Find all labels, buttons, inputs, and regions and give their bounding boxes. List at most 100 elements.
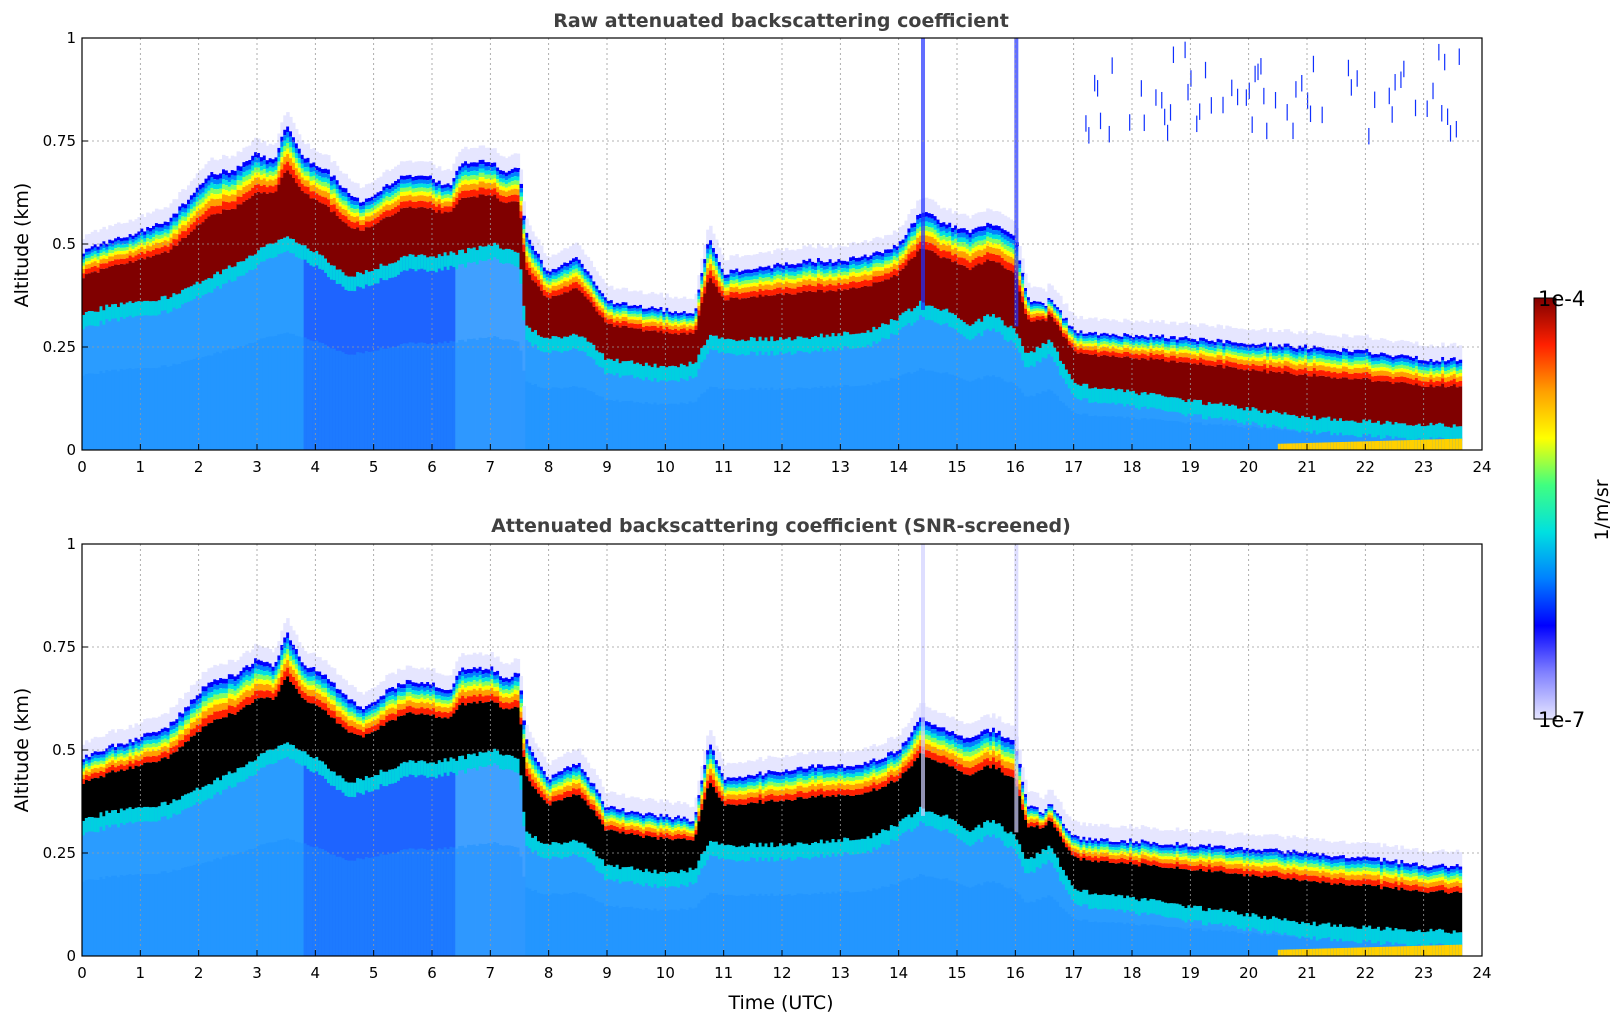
heatmap-cell [965,380,970,450]
heatmap-cell [504,172,509,177]
heatmap-cell [347,209,351,214]
heatmap-cell [481,168,486,173]
heatmap-cell [697,305,701,311]
heatmap-cell [968,262,973,271]
heatmap-cell [650,321,655,326]
heatmap-cell [957,228,961,234]
heatmap-cell [531,254,535,259]
heatmap-cell [119,241,124,245]
heatmap-cell [510,189,515,195]
heatmap-cell [82,259,86,263]
heatmap-cell [1099,336,1104,340]
heatmap-cell [618,312,623,316]
heatmap-cell [989,246,993,254]
heatmap-cell [1117,416,1121,450]
heatmap-cell [1231,367,1235,405]
heatmap-cell [962,242,967,247]
heatmap-cell [99,253,104,257]
heatmap-cell [1073,335,1078,339]
heatmap-cell [1202,344,1206,348]
heatmap-cell [601,299,605,303]
heatmap-cell [397,179,401,184]
heatmap-cell [671,315,675,319]
heatmap-cell [566,274,570,278]
heatmap-cell [554,336,559,351]
heatmap-cell [315,178,319,184]
heatmap-cell [131,221,136,236]
heatmap-cell [566,266,570,271]
heatmap-cell [927,213,932,218]
heatmap-cell [936,248,941,256]
heatmap-cell [700,280,704,285]
heatmap-cell [694,321,699,326]
heatmap-cell [542,271,547,275]
heatmap-cell [399,208,404,258]
heatmap-cell [779,278,783,283]
heatmap-cell [216,271,220,287]
heatmap-cell [735,275,739,280]
heatmap-cell [764,280,769,285]
heatmap-cell [659,309,664,313]
heatmap-cell [1035,312,1040,317]
heatmap-cell [157,239,162,243]
heatmap-cell [930,370,935,450]
heatmap-cell [496,337,500,450]
heatmap-cell [1003,253,1008,261]
heatmap-cell [554,295,559,337]
heatmap-cell [239,196,244,205]
heatmap-cell [653,363,658,379]
heatmap-cell [467,197,471,248]
heatmap-cell [1280,356,1285,361]
heatmap-cell [131,369,136,450]
heatmap-cell [271,243,276,259]
heatmap-cell [1029,314,1034,318]
heatmap-cell [257,250,261,265]
heatmap-cell [580,292,585,337]
heatmap-cell [1062,304,1066,319]
heatmap-cell [1283,371,1288,413]
heatmap-cell [1143,354,1148,359]
heatmap-cell [697,299,701,303]
heatmap-cell [128,250,133,256]
heatmap-cell [385,200,389,205]
heatmap-cell [274,165,279,171]
heatmap-cell [434,201,439,207]
heatmap-cell [569,335,573,350]
heatmap-cell [405,201,410,208]
heatmap-cell [758,284,763,289]
heatmap-cell [458,193,462,200]
heatmap-cell [767,390,771,450]
heatmap-cell [1257,347,1261,352]
heatmap-cell [1053,304,1057,307]
heatmap-cell [1222,358,1226,364]
heatmap-cell [589,288,594,293]
heatmap-cell [350,216,354,222]
heatmap-cell [887,253,891,257]
heatmap-cell [1196,364,1200,401]
heatmap-cell [1213,403,1218,419]
heatmap-cell [1231,404,1235,420]
heatmap-cell [1272,346,1276,350]
heatmap-cell [749,269,754,274]
heatmap-cell [458,178,462,184]
heatmap-cell [814,248,818,263]
heatmap-cell [1143,339,1148,342]
heatmap-cell [583,286,588,291]
heatmap-cell [181,203,185,208]
heatmap-cell [968,218,973,233]
heatmap-cell [805,261,809,265]
heatmap-cell [959,319,964,335]
heatmap-cell [849,272,853,277]
heatmap-cell [551,295,556,337]
heatmap-cell [219,178,223,184]
heatmap-cell [1167,344,1171,348]
heatmap-cell [84,264,89,269]
heatmap-cell [294,128,299,144]
heatmap-cell [656,294,661,309]
heatmap-cell [773,279,777,284]
heatmap-cell [99,370,104,450]
heatmap-cell [831,333,836,348]
heatmap-cell [974,213,979,228]
heatmap-cell [1050,316,1054,343]
heatmap-cell [846,247,850,262]
